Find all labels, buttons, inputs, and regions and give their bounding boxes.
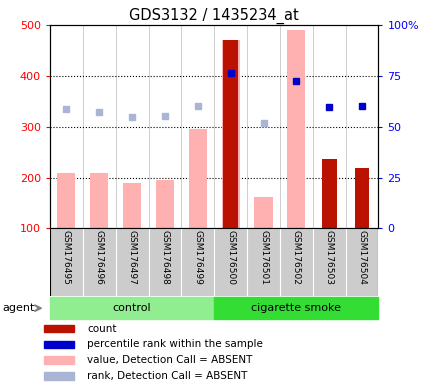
Bar (123, 183, 141, 228)
Text: GSM176495: GSM176495 (62, 230, 71, 285)
Bar (321, 159, 336, 228)
Text: control: control (112, 303, 151, 313)
Bar (57, 172, 76, 228)
Text: GSM176503: GSM176503 (324, 230, 333, 285)
Bar (43, 325, 74, 333)
Text: GSM176501: GSM176501 (258, 230, 267, 285)
Bar (254, 197, 272, 228)
Bar (43, 356, 74, 364)
Bar (90, 172, 108, 228)
Bar (50, 298, 214, 319)
Text: GSM176499: GSM176499 (193, 230, 202, 285)
Bar (43, 341, 74, 348)
Text: GSM176496: GSM176496 (95, 230, 104, 285)
Text: count: count (87, 324, 116, 334)
Bar (155, 180, 174, 228)
Bar (221, 40, 239, 228)
Text: agent: agent (2, 303, 34, 313)
Bar (43, 372, 74, 380)
Text: GSM176504: GSM176504 (357, 230, 366, 285)
Text: percentile rank within the sample: percentile rank within the sample (87, 339, 262, 349)
Bar (286, 30, 305, 228)
Text: GSM176502: GSM176502 (291, 230, 300, 285)
Text: GSM176498: GSM176498 (160, 230, 169, 285)
Bar (223, 40, 237, 228)
Text: cigarette smoke: cigarette smoke (251, 303, 341, 313)
Bar (188, 129, 207, 228)
Bar (354, 169, 368, 228)
Title: GDS3132 / 1435234_at: GDS3132 / 1435234_at (129, 7, 299, 23)
Text: GSM176500: GSM176500 (226, 230, 235, 285)
Text: value, Detection Call = ABSENT: value, Detection Call = ABSENT (87, 355, 252, 365)
Text: GSM176497: GSM176497 (127, 230, 136, 285)
Text: rank, Detection Call = ABSENT: rank, Detection Call = ABSENT (87, 371, 247, 381)
Bar (214, 298, 378, 319)
